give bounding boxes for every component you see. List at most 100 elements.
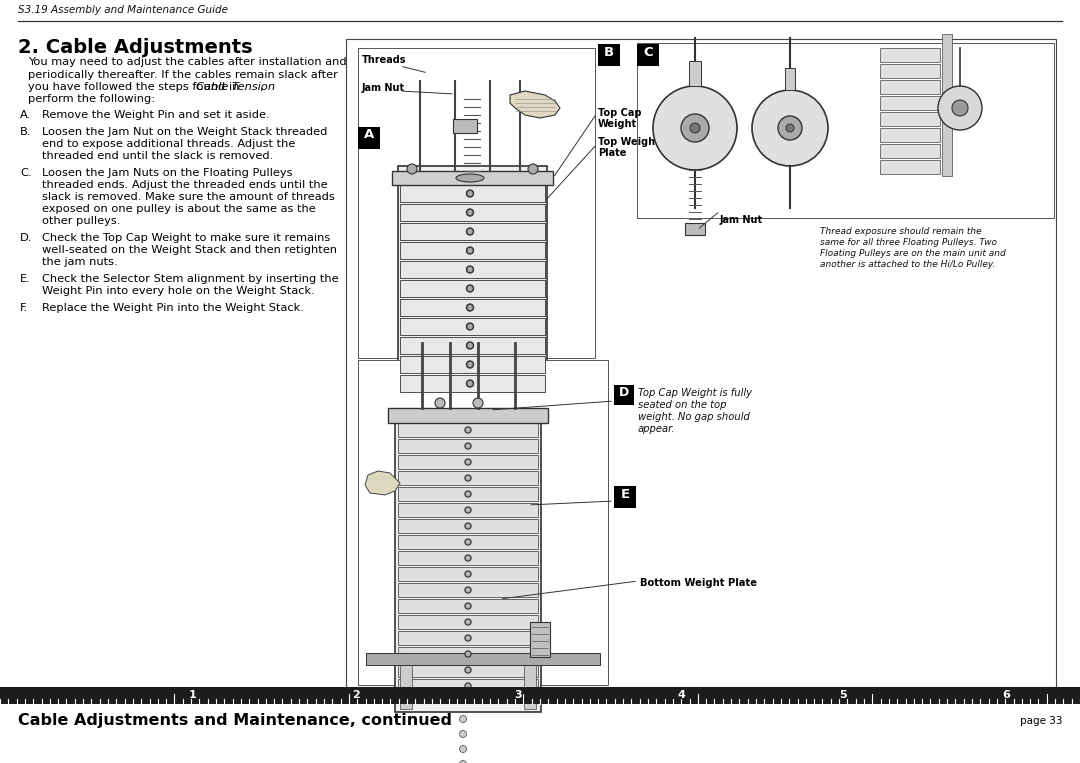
Text: weight. No gap should: weight. No gap should: [638, 412, 750, 422]
Text: Replace the Weight Pin into the Weight Stack.: Replace the Weight Pin into the Weight S…: [42, 303, 303, 313]
Text: end to expose additional threads. Adjust the: end to expose additional threads. Adjust…: [42, 139, 295, 149]
Circle shape: [467, 668, 470, 671]
Text: 1: 1: [189, 691, 197, 700]
Text: Loosen the Jam Nut on the Weight Stack threaded: Loosen the Jam Nut on the Weight Stack t…: [42, 127, 327, 137]
Text: Weight: Weight: [598, 119, 637, 129]
Bar: [346, 39, 1056, 687]
Circle shape: [467, 190, 473, 197]
Circle shape: [467, 342, 473, 349]
Text: Remove the Weight Pin and set it aside.: Remove the Weight Pin and set it aside.: [42, 110, 270, 120]
Bar: [399, 615, 538, 629]
Text: E: E: [620, 488, 630, 501]
Circle shape: [465, 475, 471, 481]
Bar: [400, 261, 545, 278]
Bar: [399, 567, 538, 581]
Circle shape: [528, 164, 538, 174]
Text: C: C: [644, 47, 652, 60]
Bar: [357, 360, 608, 685]
Text: Jam Nut: Jam Nut: [720, 215, 764, 225]
Circle shape: [468, 362, 472, 366]
Text: 6: 6: [1002, 691, 1010, 700]
Bar: [400, 356, 545, 373]
Text: slack is removed. Make sure the amount of threads: slack is removed. Make sure the amount o…: [42, 192, 335, 202]
Ellipse shape: [456, 174, 484, 182]
Text: C.: C.: [21, 168, 31, 178]
Bar: [637, 43, 1054, 218]
Circle shape: [465, 523, 471, 529]
Circle shape: [468, 343, 472, 347]
Circle shape: [690, 123, 700, 133]
Circle shape: [467, 492, 470, 496]
Bar: [357, 48, 595, 358]
Circle shape: [407, 164, 417, 174]
Circle shape: [468, 286, 472, 291]
Circle shape: [467, 428, 470, 432]
Text: Top Cap: Top Cap: [598, 108, 642, 118]
Circle shape: [467, 636, 470, 640]
Circle shape: [473, 398, 483, 408]
Circle shape: [459, 716, 467, 723]
Circle shape: [465, 651, 471, 657]
Text: 2: 2: [352, 691, 360, 700]
Text: 4: 4: [677, 691, 685, 700]
Circle shape: [459, 761, 467, 763]
Circle shape: [786, 124, 794, 132]
Bar: [524, 653, 536, 709]
Circle shape: [465, 587, 471, 593]
Text: Plate: Plate: [598, 148, 626, 158]
Text: Top Cap Weight is fully: Top Cap Weight is fully: [638, 388, 752, 398]
Text: appear.: appear.: [638, 424, 675, 434]
Circle shape: [467, 285, 473, 292]
Text: threaded ends. Adjust the threaded ends until the: threaded ends. Adjust the threaded ends …: [42, 180, 327, 190]
Circle shape: [467, 540, 470, 544]
Text: threaded end until the slack is removed.: threaded end until the slack is removed.: [42, 151, 273, 161]
Bar: [880, 96, 940, 110]
Circle shape: [465, 539, 471, 545]
Bar: [685, 223, 705, 235]
Bar: [399, 631, 538, 645]
Text: E.: E.: [21, 274, 30, 284]
Text: 5: 5: [839, 691, 847, 700]
Circle shape: [465, 555, 471, 561]
Bar: [399, 471, 538, 485]
Circle shape: [459, 745, 467, 752]
Circle shape: [465, 427, 471, 433]
Text: seated on the top: seated on the top: [638, 400, 727, 410]
Text: Cable Tension: Cable Tension: [197, 82, 275, 92]
Circle shape: [467, 380, 473, 387]
Circle shape: [467, 323, 473, 330]
Circle shape: [467, 209, 473, 216]
Bar: [399, 663, 538, 677]
Circle shape: [465, 667, 471, 673]
Circle shape: [467, 556, 470, 560]
Text: Jam Nut: Jam Nut: [362, 83, 405, 93]
Text: 2. Cable Adjustments: 2. Cable Adjustments: [18, 38, 253, 57]
Circle shape: [467, 604, 470, 608]
Circle shape: [465, 619, 471, 625]
Circle shape: [465, 603, 471, 609]
Bar: [400, 280, 545, 297]
Text: periodically thereafter. If the cables remain slack after: periodically thereafter. If the cables r…: [28, 69, 338, 79]
Bar: [400, 318, 545, 335]
Text: 3: 3: [514, 691, 522, 700]
Bar: [399, 519, 538, 533]
Bar: [399, 583, 538, 597]
Text: exposed on one pulley is about the same as the: exposed on one pulley is about the same …: [42, 204, 315, 214]
Text: Bottom Weight Plate: Bottom Weight Plate: [640, 578, 757, 588]
Bar: [399, 487, 538, 501]
Polygon shape: [365, 471, 400, 495]
Bar: [880, 160, 940, 174]
Circle shape: [467, 361, 473, 368]
Text: ,: ,: [259, 82, 262, 92]
Circle shape: [467, 266, 473, 273]
Text: Threads: Threads: [362, 55, 406, 65]
Bar: [399, 503, 538, 517]
Bar: [530, 622, 550, 657]
Bar: [880, 64, 940, 78]
Bar: [400, 204, 545, 221]
Bar: [598, 44, 620, 66]
Bar: [400, 223, 545, 240]
Bar: [357, 127, 380, 149]
Circle shape: [467, 620, 470, 624]
Bar: [880, 48, 940, 62]
